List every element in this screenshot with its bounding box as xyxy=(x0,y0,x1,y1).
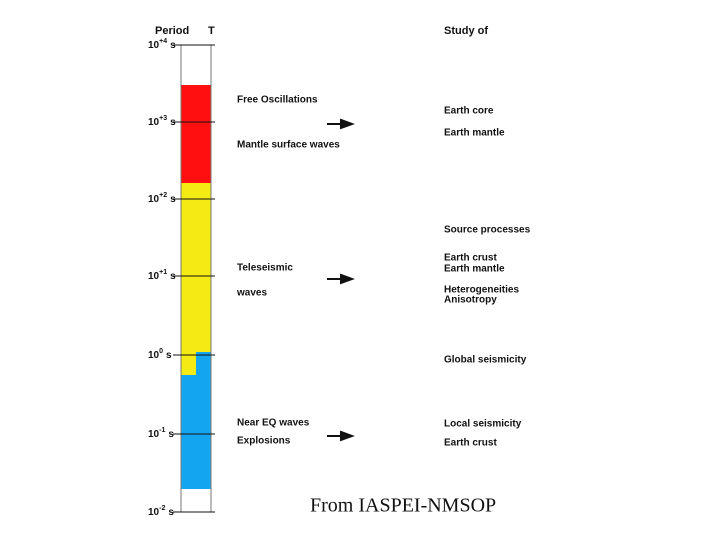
study-labels: Earth core Earth mantle Source processes Ea… xyxy=(444,106,531,449)
axis-base: 10 xyxy=(148,507,160,518)
axis-unit: s xyxy=(168,507,174,518)
study-label: Earth core xyxy=(444,106,494,117)
axis-exponent: +1 xyxy=(159,269,167,276)
axis-unit: s xyxy=(170,40,176,51)
axis-exponent: +2 xyxy=(159,192,167,199)
wave-label: Explosions xyxy=(237,436,291,447)
blue-band xyxy=(181,352,211,489)
axis-exponent: +4 xyxy=(159,38,167,45)
study-label: Heterogeneities xyxy=(444,285,519,296)
wave-label: Free Oscillations xyxy=(237,95,318,106)
axis-unit: s xyxy=(170,117,176,128)
wave-label: Teleseismic xyxy=(237,263,293,274)
axis-label: 10+3 s xyxy=(148,115,176,128)
study-label: Local seismicity xyxy=(444,419,522,430)
axis-label: 10+4 s xyxy=(148,38,176,51)
axis-exponent: 0 xyxy=(159,348,163,355)
axis-base: 10 xyxy=(148,350,160,361)
study-label: Source processes xyxy=(444,225,531,236)
footer: From IASPEI-NMSOP xyxy=(310,495,496,517)
red-band xyxy=(181,85,211,183)
axis-unit: s xyxy=(170,194,176,205)
axis-label: 100 s xyxy=(148,348,172,361)
study-header: Study of xyxy=(444,25,488,37)
axis-unit: s xyxy=(166,350,172,361)
axis-unit: s xyxy=(168,429,174,440)
study-label: Anisotropy xyxy=(444,295,497,306)
period-header: Period xyxy=(155,25,189,37)
wave-label: waves xyxy=(236,288,267,299)
arrow xyxy=(327,273,355,285)
arrow xyxy=(327,118,355,130)
period-column xyxy=(180,44,212,513)
axis-base: 10 xyxy=(148,271,160,282)
wave-label: Near EQ waves xyxy=(237,418,310,429)
study-label: Earth crust xyxy=(444,253,497,264)
study-label: Earth mantle xyxy=(444,128,505,139)
axis-label: 10-2 s xyxy=(148,505,174,518)
axis-label: 10-1 s xyxy=(148,427,174,440)
yellow-band xyxy=(181,183,211,375)
axis-base: 10 xyxy=(148,117,160,128)
axis-exponent: +3 xyxy=(159,115,167,122)
arrow xyxy=(327,430,355,442)
axis-exponent: -1 xyxy=(159,427,165,434)
axis-base: 10 xyxy=(148,429,160,440)
axis-unit: s xyxy=(170,271,176,282)
axis-label: 10+1 s xyxy=(148,269,176,282)
study-label: Earth crust xyxy=(444,438,497,449)
axis-exponent: -2 xyxy=(159,505,165,512)
study-label: Global seismicity xyxy=(444,355,527,366)
axis-base: 10 xyxy=(148,40,160,51)
axis-base: 10 xyxy=(148,194,160,205)
arrows xyxy=(327,118,355,442)
study-label: Earth mantle xyxy=(444,264,505,275)
wave-labels: Free Oscillations Mantle surface waves Tel… xyxy=(236,95,340,447)
t-header: T xyxy=(208,25,215,37)
wave-label: Mantle surface waves xyxy=(237,140,340,151)
axis-label: 10+2 s xyxy=(148,192,176,205)
